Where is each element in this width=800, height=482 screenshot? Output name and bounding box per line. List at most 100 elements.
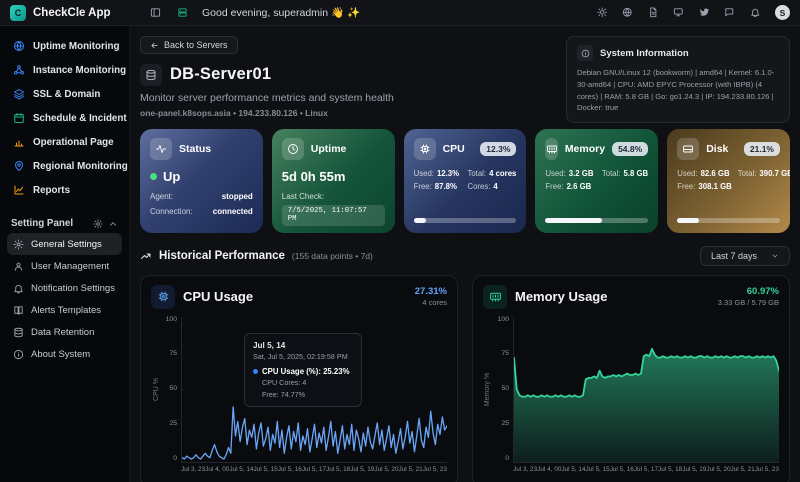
y-tick: 0 [173, 454, 177, 462]
x-tick: Jul 5, 21 [398, 465, 423, 473]
sidebar-item-schedule-incident[interactable]: Schedule & Incident [7, 106, 127, 130]
app-brand: C CheckCle App [10, 4, 132, 21]
x-tick: Jul 5, 19 [682, 465, 707, 473]
greeting-text: Good evening, superadmin 👋 ✨ [202, 7, 361, 19]
system-information-title: System Information [600, 47, 689, 59]
memory-icon [545, 137, 558, 160]
book-icon [13, 305, 24, 316]
cpu-chart-plot[interactable]: Jul 5, 14 Sat, Jul 5, 2025, 02:19:58 PM … [181, 316, 447, 463]
chart-tooltip: Jul 5, 14 Sat, Jul 5, 2025, 02:19:58 PM … [244, 332, 362, 407]
sidebar-item-data-retention[interactable]: Data Retention [7, 321, 122, 343]
server-status-icon[interactable] [177, 7, 188, 18]
y-axis-ticks: 100 75 50 25 0 [493, 316, 513, 463]
x-tick: Jul 5, 18 [658, 465, 683, 473]
memory-progress-fill [545, 217, 602, 223]
memory-percent-badge: 54.8% [612, 141, 649, 156]
sidebar-item-label: User Management [31, 260, 110, 272]
stat-value: 87.8% [434, 181, 457, 191]
card-title: Status [179, 142, 212, 155]
x-tick: Jul 5, 17 [301, 465, 327, 473]
user-avatar[interactable]: S [775, 5, 790, 20]
twitter-icon[interactable] [699, 7, 710, 18]
monitor-icon[interactable] [673, 7, 684, 18]
stat-label: Free: [677, 181, 696, 191]
app-name: CheckCle App [33, 6, 111, 19]
tooltip-time: Sat, Jul 5, 2025, 02:19:58 PM [253, 351, 348, 361]
sidebar-item-reports[interactable]: Reports [7, 178, 122, 202]
disk-card: Disk 21.1% Used: 82.6 GB Total: 390.7 GB F… [667, 128, 790, 233]
back-to-servers-button[interactable]: Back to Servers [140, 36, 238, 54]
cpu-progress-bar [413, 217, 517, 223]
x-tick: Jul 5, 17 [633, 465, 659, 473]
y-axis-label: Memory % [484, 372, 492, 407]
cluster-icon [13, 64, 25, 76]
stat-value: 82.6 GB [700, 168, 730, 178]
x-tick: Jul 3, 23 [513, 465, 538, 473]
notifications-bell-icon[interactable] [750, 7, 761, 18]
chevron-down-icon [771, 252, 779, 260]
sidebar-item-instance-monitoring[interactable]: Instance Monitoring [7, 58, 126, 82]
tooltip-value: CPU Usage (%): 25.23% [262, 366, 350, 376]
stat-value: 3.2 GB [568, 168, 594, 178]
card-title: Disk [706, 142, 729, 155]
stat-value: 308.1 GB [698, 181, 732, 191]
sidebar-item-label: General Settings [31, 238, 102, 250]
sidebar-item-notification-settings[interactable]: Notification Settings [7, 277, 122, 299]
stat-label: Free: [413, 181, 432, 191]
tooltip-title: Jul 5, 14 [253, 340, 286, 350]
x-tick: Jul 5, 15 [585, 465, 610, 473]
sidebar-item-label: About System [31, 348, 91, 360]
sidebar-item-ssl-domain[interactable]: SSL & Domain [7, 82, 122, 106]
chart-title: Memory Usage [515, 289, 608, 304]
stat-label: Used: [677, 168, 698, 178]
sidebar-item-regional-monitoring[interactable]: Regional Monitoring [7, 154, 128, 178]
sidebar-item-alerts-templates[interactable]: Alerts Templates [7, 299, 122, 321]
sidebar-item-label: Reports [33, 184, 71, 196]
sidebar-toggle-icon[interactable] [150, 7, 161, 18]
stat-label: Total: [467, 168, 487, 178]
setting-panel-header[interactable]: Setting Panel [11, 218, 118, 229]
feedback-icon[interactable] [724, 7, 735, 18]
memory-chart-plot[interactable] [513, 316, 779, 463]
page-subtitle: Monitor server performance metrics and s… [140, 91, 394, 104]
stat-label: Used: [413, 168, 434, 178]
gear-icon [13, 238, 24, 250]
y-axis-ticks: 100 75 50 25 0 [161, 316, 181, 463]
sidebar-item-label: Data Retention [31, 326, 95, 338]
sidebar-item-label: Regional Monitoring [33, 160, 128, 172]
sidebar-item-uptime-monitoring[interactable]: Uptime Monitoring [7, 34, 122, 58]
memory-usage-sub: 3.33 GB / 5.79 GB [717, 298, 779, 307]
x-axis-ticks: Jul 3, 23 Jul 4, 00 Jul 5, 14 Jul 5, 15 Jul … [181, 466, 447, 473]
memory-usage-chart-card: Memory Usage 60.97% 3.33 GB / 5.79 GB Me… [472, 274, 790, 482]
x-tick: Jul 5, 16 [277, 465, 302, 473]
x-tick: Jul 5, 21 [730, 465, 755, 473]
docs-icon[interactable] [648, 7, 659, 18]
cpu-progress-fill [413, 217, 427, 223]
x-tick: Jul 5, 18 [326, 465, 351, 473]
cpu-usage-chart-card: CPU Usage 27.31% 4 cores CPU % 100 75 50 25… [140, 274, 458, 482]
status-value: Up [163, 168, 181, 184]
sidebar: Uptime Monitoring Instance Monitoring SS… [0, 26, 130, 482]
connection-value: connected [212, 206, 253, 216]
agent-value: stopped [221, 191, 253, 201]
sidebar-item-user-management[interactable]: User Management [7, 255, 122, 277]
main-content: Back to Servers System Information Debia… [130, 26, 800, 482]
theme-toggle-icon[interactable] [596, 7, 608, 18]
info-icon [13, 349, 24, 360]
sidebar-item-operational-page[interactable]: Operational Page [7, 130, 122, 154]
trending-up-icon [140, 250, 152, 262]
uptime-value: 5d 0h 55m [281, 168, 346, 184]
y-tick: 50 [169, 385, 177, 393]
time-range-dropdown[interactable]: Last 7 days [699, 245, 790, 266]
language-icon[interactable] [622, 7, 633, 18]
disk-progress-bar [677, 217, 780, 223]
tooltip-cores: CPU Cores: 4 [262, 378, 307, 387]
x-tick: Jul 5, 19 [350, 465, 375, 473]
database-icon [13, 327, 24, 338]
top-header: C CheckCle App Good evening, superadmin … [0, 0, 800, 26]
sidebar-item-label: Uptime Monitoring [33, 40, 120, 52]
sidebar-item-general-settings[interactable]: General Settings [7, 233, 122, 255]
sidebar-item-about-system[interactable]: About System [7, 343, 122, 365]
gear-icon [88, 218, 103, 229]
x-tick: Jul 5, 15 [253, 465, 278, 473]
